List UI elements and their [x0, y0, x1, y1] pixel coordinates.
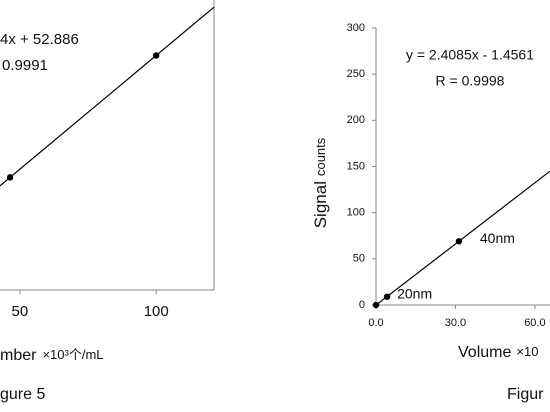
- data-point: [153, 52, 160, 59]
- x-tick-label: 60.0: [524, 317, 545, 329]
- x-label-unit: ×10: [516, 344, 538, 359]
- y-label-unit: counts: [313, 137, 328, 176]
- data-point: [372, 301, 380, 309]
- x-tick-label: 30.0: [445, 317, 466, 329]
- r-value: 0.9991: [2, 57, 48, 74]
- y-tick-label: 50: [353, 253, 365, 265]
- x-axis-label: Volume ×10: [458, 344, 538, 361]
- x-tick-label: 100: [144, 303, 169, 320]
- y-tick-label: 0: [359, 299, 365, 311]
- caption: gure 5: [0, 386, 45, 403]
- x-tick-label: 0.0: [368, 317, 383, 329]
- y-tick-label: 100: [347, 207, 365, 219]
- equation: y = 2.4085x - 1.4561: [406, 47, 534, 63]
- y-tick-label: 200: [347, 114, 365, 126]
- trend-line: [375, 170, 550, 306]
- x-tick-label: 50: [12, 303, 29, 320]
- x-axis-label: mber ×10³个/mL: [0, 347, 104, 364]
- y-tick-label: 300: [347, 22, 365, 34]
- point-label: 40nm: [480, 230, 515, 246]
- data-point: [455, 238, 463, 245]
- y-label: Signal: [311, 181, 330, 228]
- x-label: Volume: [458, 344, 511, 361]
- y-axis-label: Signal counts: [311, 137, 330, 228]
- equation: 4x + 52.886: [0, 31, 79, 48]
- x-label-unit: ×10³个/mL: [42, 347, 103, 362]
- y-tick-label: 150: [347, 160, 365, 172]
- x-label: mber: [0, 347, 37, 364]
- point-label: 20nm: [397, 285, 432, 301]
- data-point: [383, 293, 391, 300]
- plot-frame: [0, 0, 215, 291]
- data-point: [6, 174, 14, 181]
- caption: Figur: [507, 386, 544, 403]
- y-tick-label: 250: [347, 68, 365, 80]
- trend-line: [0, 6, 215, 187]
- r-value: R = 0.9998: [436, 73, 505, 89]
